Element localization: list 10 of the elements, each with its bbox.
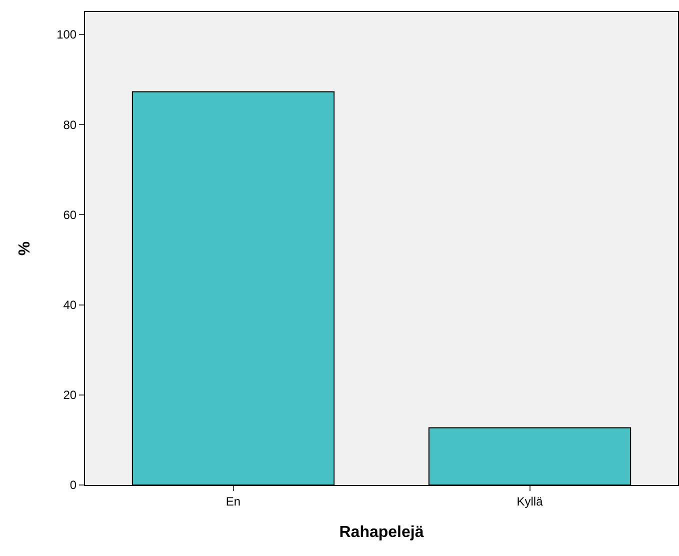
y-tick-label: 40 (63, 298, 77, 312)
y-tick-label: 0 (70, 478, 77, 492)
y-tick-label: 20 (63, 388, 77, 402)
x-tick-label: En (226, 494, 241, 508)
x-axis-title: Rahapelejä (339, 524, 424, 542)
x-tick-label: Kyllä (516, 494, 544, 508)
y-tick-label: 100 (56, 28, 77, 42)
y-tick-label: 60 (63, 208, 77, 222)
y-tick-label: 80 (63, 118, 77, 132)
y-axis-title: % (16, 241, 34, 256)
